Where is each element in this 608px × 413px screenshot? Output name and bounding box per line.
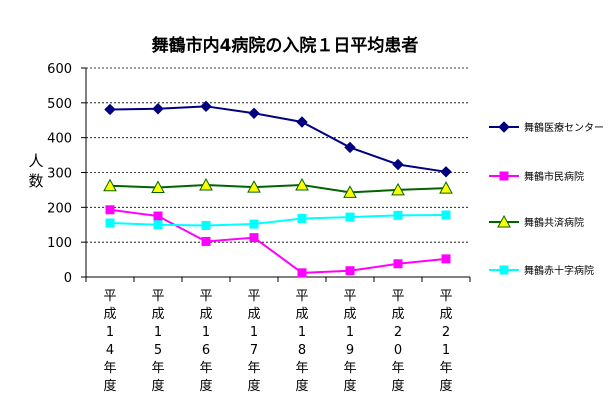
data-point	[393, 259, 403, 269]
data-point	[151, 180, 165, 193]
chart-title: 舞鶴市内4病院の入院１日平均患者	[152, 35, 419, 56]
gridlines	[81, 67, 470, 278]
legend-marker	[498, 121, 510, 133]
legend-item: 舞鶴赤十字病院	[489, 264, 594, 277]
data-point	[345, 212, 355, 222]
data-point	[249, 219, 259, 229]
y-tick-label: 200	[47, 201, 72, 216]
y-axis-label: 人数	[28, 152, 43, 190]
data-point	[391, 182, 405, 196]
data-point	[345, 266, 355, 276]
data-point	[297, 268, 307, 278]
data-point	[441, 210, 451, 220]
y-tick-label: 0	[64, 271, 72, 286]
data-point	[439, 181, 453, 194]
data-point	[104, 103, 116, 116]
series-group	[103, 100, 453, 278]
series-line	[109, 213, 447, 227]
data-point	[153, 211, 163, 221]
data-point	[153, 220, 163, 230]
x-tick-label: 平成 1 4 年度	[103, 289, 116, 394]
series-4	[105, 210, 451, 230]
series-2	[105, 205, 451, 278]
series-line	[109, 208, 447, 274]
data-point	[295, 177, 309, 191]
data-point	[103, 178, 117, 192]
x-tick-label: 平成 1 8 年度	[295, 289, 308, 394]
data-point	[297, 213, 307, 223]
data-point	[200, 100, 212, 113]
legend-item: 舞鶴市民病院	[489, 170, 584, 183]
x-tick-label: 平成 2 1 年度	[439, 289, 452, 394]
data-point	[441, 254, 451, 264]
x-tick-label: 平成 1 6 年度	[199, 289, 212, 394]
data-point	[199, 177, 213, 191]
series-line	[109, 105, 447, 173]
data-point	[296, 116, 308, 128]
data-point	[249, 233, 259, 243]
axes	[85, 68, 471, 282]
x-tick-label: 平成 1 9 年度	[343, 289, 356, 394]
legend-label: 舞鶴市民病院	[524, 170, 584, 183]
data-point	[248, 107, 260, 119]
data-point	[105, 205, 115, 215]
legend-marker	[499, 265, 509, 275]
data-point	[393, 210, 403, 220]
legend-marker	[497, 214, 511, 228]
y-tick-label: 100	[47, 236, 72, 251]
y-tick-labels: 0 100 200 300 400 500 600	[47, 62, 72, 286]
legend-item: 舞鶴医療センター	[489, 121, 604, 134]
data-point	[344, 141, 356, 154]
x-tick-label: 平成 2 0 年度	[391, 289, 404, 394]
data-point	[152, 103, 164, 115]
data-point	[201, 236, 211, 246]
legend-label: 舞鶴共済病院	[524, 216, 584, 229]
legend-marker	[499, 171, 509, 181]
y-axis-label-char: 数	[28, 172, 43, 190]
data-point	[343, 185, 357, 198]
series-3	[103, 177, 453, 198]
y-tick-label: 500	[47, 97, 72, 112]
data-point	[201, 220, 211, 230]
legend-label: 舞鶴医療センター	[524, 121, 604, 134]
y-tick-label: 300	[47, 167, 72, 182]
y-tick-label: 400	[47, 132, 72, 147]
x-tick-label: 平成 1 7 年度	[247, 289, 260, 394]
data-point	[392, 158, 404, 171]
data-point	[247, 180, 261, 193]
legend-label: 舞鶴赤十字病院	[524, 264, 594, 277]
legend-item: 舞鶴共済病院	[489, 214, 584, 229]
y-tick-label: 600	[47, 62, 72, 77]
data-point	[440, 166, 452, 178]
y-axis-label-char: 人	[28, 152, 43, 170]
series-1	[104, 100, 452, 178]
series-line	[109, 184, 447, 194]
x-tick-labels: 平成 1 4 年度 平成 1 5 年度 平成 1 6 年度 平成 1 7 年度 平成 1 8 年度 平成 1 9 年度 平成 2 0…	[103, 289, 452, 394]
x-tick-label: 平成 1 5 年度	[151, 289, 164, 394]
data-point	[105, 218, 115, 228]
